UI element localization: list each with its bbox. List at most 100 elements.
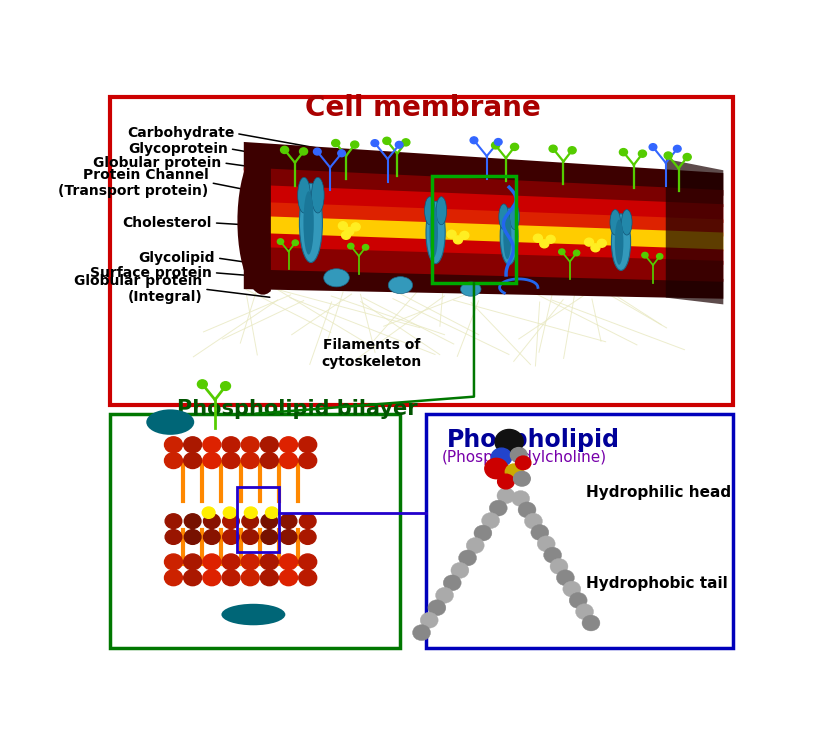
Circle shape xyxy=(202,507,215,518)
Circle shape xyxy=(184,437,201,453)
Circle shape xyxy=(664,152,672,159)
Text: Alpha-helix protein
(Integral protein): Alpha-helix protein (Integral protein) xyxy=(570,250,719,280)
Text: Phospholipid bilayer: Phospholipid bilayer xyxy=(177,398,417,418)
Circle shape xyxy=(338,222,347,230)
Circle shape xyxy=(184,530,201,545)
Text: Peripheral protein: Peripheral protein xyxy=(576,276,719,290)
Circle shape xyxy=(470,137,478,143)
Circle shape xyxy=(184,514,201,528)
Circle shape xyxy=(164,570,182,586)
Circle shape xyxy=(277,239,284,244)
Circle shape xyxy=(516,456,530,470)
Text: Glycolipid: Glycolipid xyxy=(139,251,215,265)
Circle shape xyxy=(482,513,500,528)
Bar xyxy=(238,487,279,552)
Ellipse shape xyxy=(146,409,194,435)
Circle shape xyxy=(494,139,502,146)
Circle shape xyxy=(514,471,530,486)
Polygon shape xyxy=(244,232,724,265)
Circle shape xyxy=(497,488,515,503)
Circle shape xyxy=(569,592,587,609)
Circle shape xyxy=(347,243,354,249)
Circle shape xyxy=(299,148,308,155)
Circle shape xyxy=(362,245,369,250)
Ellipse shape xyxy=(615,220,624,265)
Circle shape xyxy=(576,603,593,620)
Circle shape xyxy=(351,223,361,231)
Circle shape xyxy=(223,530,239,545)
Circle shape xyxy=(489,501,507,516)
Circle shape xyxy=(549,146,557,152)
Text: Phospholipid: Phospholipid xyxy=(447,428,620,452)
Circle shape xyxy=(345,227,354,235)
Circle shape xyxy=(241,554,259,570)
Circle shape xyxy=(242,530,258,545)
Circle shape xyxy=(534,234,542,242)
Circle shape xyxy=(436,587,454,603)
Ellipse shape xyxy=(323,269,349,287)
Text: Hydrophobic tail: Hydrophobic tail xyxy=(586,576,728,591)
Text: Globular protein
(Integral): Globular protein (Integral) xyxy=(74,274,202,304)
Circle shape xyxy=(495,429,523,454)
Circle shape xyxy=(512,490,530,506)
Circle shape xyxy=(518,502,536,517)
Circle shape xyxy=(261,437,278,453)
Polygon shape xyxy=(238,148,271,295)
Ellipse shape xyxy=(610,209,620,235)
Ellipse shape xyxy=(503,214,512,259)
Circle shape xyxy=(261,530,278,545)
Circle shape xyxy=(497,474,514,489)
Ellipse shape xyxy=(436,197,446,225)
Ellipse shape xyxy=(429,207,438,257)
Polygon shape xyxy=(244,201,724,237)
Circle shape xyxy=(261,514,278,528)
Circle shape xyxy=(466,537,484,553)
Circle shape xyxy=(223,514,239,528)
Circle shape xyxy=(299,514,316,528)
Circle shape xyxy=(568,147,576,154)
Circle shape xyxy=(492,142,500,149)
Circle shape xyxy=(184,453,201,468)
Circle shape xyxy=(222,437,240,453)
Circle shape xyxy=(597,240,606,247)
Circle shape xyxy=(451,562,469,578)
Bar xyxy=(110,414,400,648)
Circle shape xyxy=(511,143,519,151)
Circle shape xyxy=(342,232,351,240)
Circle shape xyxy=(299,453,317,468)
Circle shape xyxy=(591,244,600,252)
Text: (Phosphatidylcholine): (Phosphatidylcholine) xyxy=(441,451,606,465)
Ellipse shape xyxy=(611,214,630,270)
Circle shape xyxy=(530,525,549,540)
Circle shape xyxy=(443,575,461,591)
Circle shape xyxy=(620,148,628,156)
Circle shape xyxy=(299,530,316,545)
Circle shape xyxy=(280,146,289,154)
Circle shape xyxy=(184,554,201,570)
Circle shape xyxy=(573,250,580,256)
Ellipse shape xyxy=(425,197,435,225)
Circle shape xyxy=(546,235,555,243)
Circle shape xyxy=(402,139,410,146)
Circle shape xyxy=(204,530,220,545)
Circle shape xyxy=(241,453,259,468)
Circle shape xyxy=(314,148,321,155)
Circle shape xyxy=(337,150,346,157)
Polygon shape xyxy=(244,168,724,207)
Text: Globular protein: Globular protein xyxy=(93,156,221,170)
Polygon shape xyxy=(244,215,724,251)
Circle shape xyxy=(280,530,297,545)
Bar xyxy=(432,176,516,284)
Circle shape xyxy=(420,612,438,628)
Circle shape xyxy=(165,530,182,545)
Text: Protein Channel
(Transport protein): Protein Channel (Transport protein) xyxy=(59,168,209,198)
Ellipse shape xyxy=(460,282,481,296)
Circle shape xyxy=(649,143,657,151)
Circle shape xyxy=(673,146,681,152)
Circle shape xyxy=(412,625,431,641)
Circle shape xyxy=(459,550,477,566)
Circle shape xyxy=(559,249,565,254)
Circle shape xyxy=(351,141,359,148)
Circle shape xyxy=(299,554,317,570)
Text: Surface protein: Surface protein xyxy=(90,265,212,280)
